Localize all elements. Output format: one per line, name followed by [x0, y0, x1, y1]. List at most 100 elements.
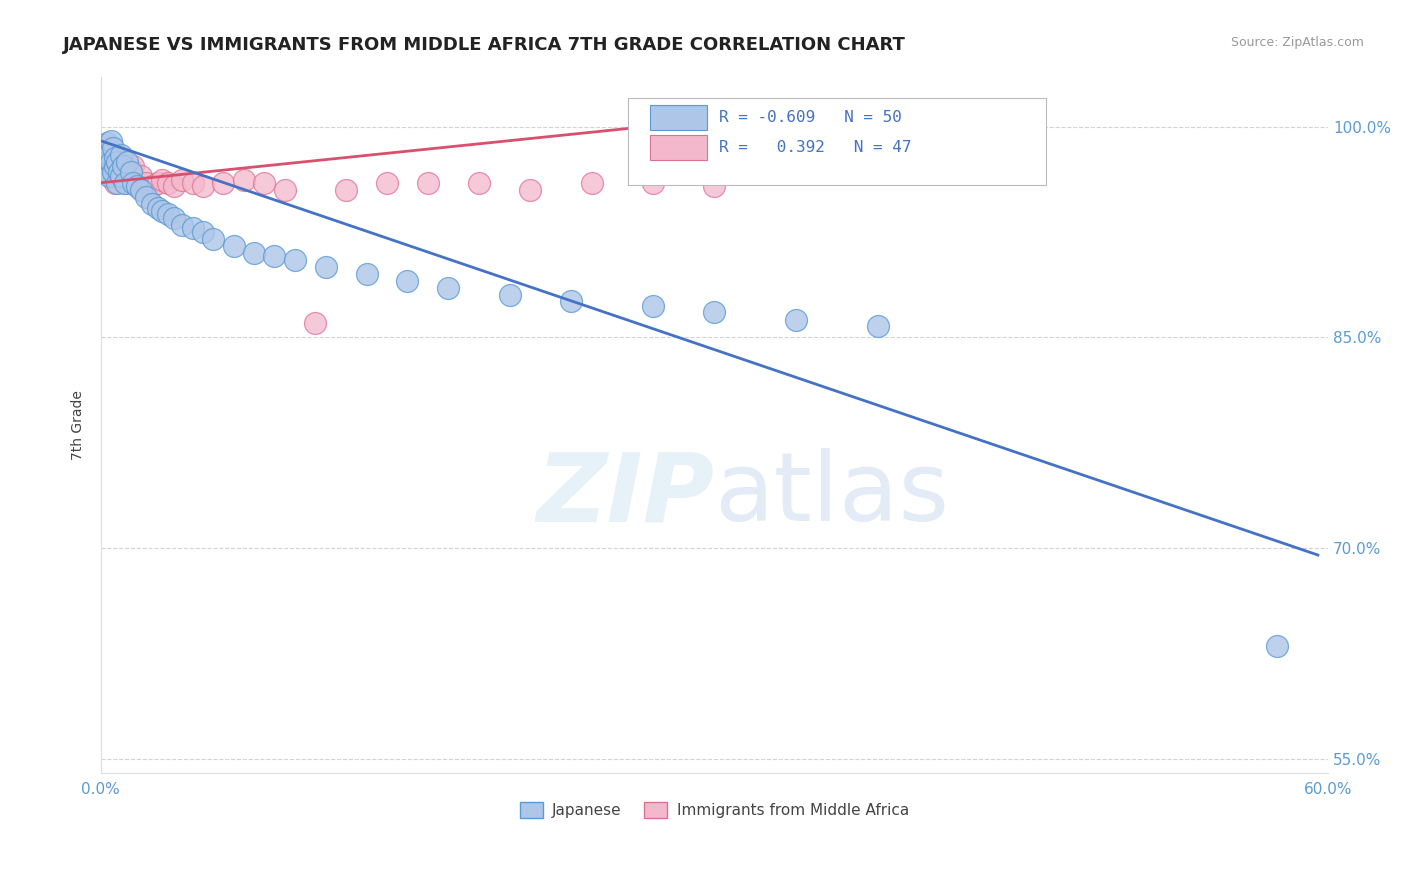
- Point: [122, 176, 145, 190]
- Point: [97, 161, 120, 176]
- Point: [104, 159, 127, 173]
- Point: [581, 176, 603, 190]
- Point: [396, 274, 419, 288]
- Point: [499, 288, 522, 302]
- Point: [150, 203, 173, 218]
- Text: ZIP: ZIP: [537, 448, 714, 541]
- Point: [105, 176, 128, 190]
- Point: [97, 147, 120, 161]
- Point: [243, 246, 266, 260]
- Point: [104, 151, 127, 165]
- Point: [468, 176, 491, 190]
- Point: [191, 178, 214, 193]
- Point: [703, 305, 725, 319]
- Point: [375, 176, 398, 190]
- Point: [131, 183, 153, 197]
- Point: [157, 176, 180, 190]
- Point: [1265, 640, 1288, 654]
- Point: [122, 159, 145, 173]
- Point: [703, 178, 725, 193]
- Y-axis label: 7th Grade: 7th Grade: [72, 390, 86, 460]
- Point: [135, 176, 157, 190]
- Point: [101, 141, 124, 155]
- Point: [172, 173, 194, 187]
- Point: [118, 164, 141, 178]
- Point: [356, 267, 378, 281]
- Point: [157, 207, 180, 221]
- FancyBboxPatch shape: [651, 136, 707, 161]
- Point: [93, 164, 115, 178]
- Point: [263, 249, 285, 263]
- Point: [127, 178, 149, 193]
- Point: [110, 169, 132, 183]
- Point: [111, 159, 134, 173]
- Point: [110, 164, 132, 178]
- Point: [181, 176, 204, 190]
- Point: [96, 141, 118, 155]
- Text: R = -0.609   N = 50: R = -0.609 N = 50: [720, 110, 903, 125]
- Point: [96, 159, 118, 173]
- Point: [104, 176, 127, 190]
- Point: [108, 154, 131, 169]
- Point: [141, 178, 163, 193]
- Point: [163, 211, 186, 225]
- Point: [105, 161, 128, 176]
- Point: [866, 319, 889, 334]
- Point: [104, 154, 127, 169]
- Point: [181, 220, 204, 235]
- Point: [114, 176, 136, 190]
- Point: [202, 232, 225, 246]
- Point: [91, 154, 114, 169]
- Point: [1286, 857, 1309, 871]
- Point: [100, 154, 122, 169]
- Point: [105, 154, 128, 169]
- Point: [101, 151, 124, 165]
- Point: [114, 176, 136, 190]
- Point: [100, 134, 122, 148]
- Point: [146, 201, 169, 215]
- Point: [100, 169, 122, 183]
- Point: [172, 218, 194, 232]
- Point: [97, 145, 120, 159]
- Point: [96, 161, 118, 176]
- Point: [785, 313, 807, 327]
- Point: [560, 293, 582, 308]
- Legend: Japanese, Immigrants from Middle Africa: Japanese, Immigrants from Middle Africa: [513, 796, 915, 824]
- Point: [191, 225, 214, 239]
- Point: [315, 260, 337, 274]
- Point: [131, 169, 153, 183]
- Point: [115, 169, 138, 183]
- Point: [93, 147, 115, 161]
- Point: [91, 154, 114, 169]
- Point: [135, 190, 157, 204]
- Point: [97, 169, 120, 183]
- Point: [253, 176, 276, 190]
- Point: [232, 173, 254, 187]
- Point: [416, 176, 439, 190]
- FancyBboxPatch shape: [651, 104, 707, 129]
- Point: [127, 178, 149, 193]
- Point: [163, 178, 186, 193]
- Point: [108, 164, 131, 178]
- FancyBboxPatch shape: [628, 98, 1046, 186]
- Point: [111, 159, 134, 173]
- Point: [93, 145, 115, 159]
- Point: [519, 183, 541, 197]
- Point: [100, 154, 122, 169]
- Point: [641, 176, 664, 190]
- Point: [335, 183, 357, 197]
- Point: [115, 154, 138, 169]
- Point: [641, 299, 664, 313]
- Point: [120, 164, 142, 178]
- Point: [120, 161, 142, 176]
- Point: [150, 173, 173, 187]
- Point: [212, 176, 235, 190]
- Point: [437, 281, 460, 295]
- Text: R =   0.392   N = 47: R = 0.392 N = 47: [720, 140, 911, 155]
- Text: atlas: atlas: [714, 448, 949, 541]
- Point: [222, 239, 245, 253]
- Point: [101, 164, 124, 178]
- Text: JAPANESE VS IMMIGRANTS FROM MIDDLE AFRICA 7TH GRADE CORRELATION CHART: JAPANESE VS IMMIGRANTS FROM MIDDLE AFRIC…: [63, 36, 905, 54]
- Point: [101, 164, 124, 178]
- Point: [96, 136, 118, 151]
